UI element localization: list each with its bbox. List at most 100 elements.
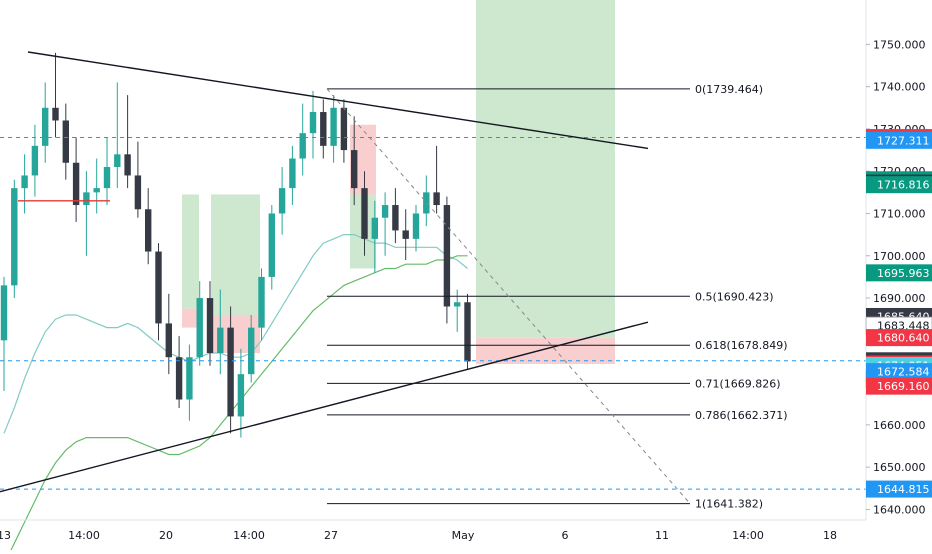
time-tick-label: 14:00: [732, 529, 764, 542]
candles: [0, 52, 471, 438]
candle-body: [309, 112, 317, 134]
candle-body: [134, 175, 142, 210]
candle-body: [103, 166, 111, 189]
price-tick-label: 1660.000: [873, 419, 926, 432]
price-axis: 1640.0001650.0001660.0001670.0001680.000…: [865, 0, 926, 520]
candle-body: [21, 175, 28, 189]
candle-body: [320, 112, 327, 146]
candle-body: [145, 209, 152, 252]
price-tick-label: 1700.000: [873, 250, 926, 263]
price-badge-label: 1672.584: [877, 366, 930, 379]
candle-body: [361, 188, 368, 239]
candle-body: [371, 217, 378, 239]
price-badge-label: 1727.311: [877, 134, 930, 147]
price-badge-label: 1695.963: [877, 267, 930, 280]
fib-trend-line: [326, 88, 691, 504]
candle-body: [196, 298, 203, 358]
candle-body: [72, 162, 80, 206]
long-zone-2: [211, 194, 260, 315]
time-tick-label: 14:00: [68, 529, 100, 542]
time-tick-label: 11: [655, 529, 669, 542]
time-tick-label: 18: [823, 529, 837, 542]
candle-body: [227, 327, 234, 417]
fib-level-label: 0.786(1662.371): [695, 409, 788, 422]
candle-body: [381, 205, 389, 218]
time-tick-label: 13: [0, 529, 11, 542]
moving-averages: [3, 234, 468, 554]
candle-body: [52, 107, 59, 121]
time-tick-label: 14:00: [233, 529, 265, 542]
candle-body: [278, 188, 286, 214]
candle-body: [0, 285, 8, 341]
price-badge: [866, 131, 932, 149]
drawings: 0(1739.464) 0.5(1690.423) 0.618(1678.849) 0…: [0, 51, 866, 511]
candle-body: [423, 192, 430, 214]
candle-body: [206, 298, 214, 354]
price-badge-label: 1669.160: [877, 380, 930, 393]
candle-body: [433, 192, 440, 206]
long-zone-1: [182, 194, 199, 309]
candle-body: [217, 327, 224, 354]
fib-level-label: 1(1641.382): [695, 498, 763, 511]
candle-body: [114, 154, 121, 167]
price-tick-label: 1740.000: [873, 81, 926, 94]
candle-body: [248, 327, 255, 375]
price-badge: [866, 176, 932, 194]
price-tick-label: 1640.000: [873, 503, 926, 516]
candle-body: [186, 357, 193, 400]
candle-body: [299, 133, 306, 159]
price-badge-label: 1644.815: [877, 483, 930, 496]
candle-body: [464, 302, 471, 362]
price-badge: [866, 329, 932, 347]
fib-level-label: 0.618(1678.849): [695, 339, 788, 352]
price-tick-label: 1710.000: [873, 207, 926, 220]
fib-level-label: 0.5(1690.423): [695, 290, 774, 303]
candle-body: [175, 357, 183, 400]
price-tick-label: 1750.000: [873, 38, 926, 51]
candle-body: [237, 374, 245, 417]
candle-body: [392, 205, 399, 231]
time-axis: 13 14:00 20 14:00 27 May 6 11 14:00 18: [0, 519, 866, 542]
candle-body: [93, 188, 100, 193]
upper-trendline: [27, 51, 649, 150]
candle-body: [155, 251, 162, 324]
candle-body: [31, 145, 39, 176]
long-target-zone: [476, 0, 615, 338]
candle-body: [83, 192, 90, 206]
time-tick-label: 6: [562, 529, 569, 542]
price-badge-label: 1716.816: [877, 179, 930, 192]
stop-zone-1: [182, 308, 199, 328]
time-tick-label: May: [452, 529, 475, 542]
candle-body: [351, 150, 358, 189]
candle-body: [268, 213, 275, 277]
candle-body: [402, 230, 409, 239]
price-badges: 1727.9621727.3111717.9761717.2131716.816…: [865, 129, 932, 498]
candle-body: [11, 188, 18, 286]
price-tick-label: 1650.000: [873, 461, 926, 474]
candle-body: [289, 158, 296, 189]
position-zones: [182, 0, 615, 364]
fib-level-label: 0(1739.464): [695, 83, 763, 96]
candle-body: [165, 323, 172, 358]
price-badge-label: 1680.640: [877, 332, 930, 345]
price-badge: [866, 377, 932, 395]
price-tick-label: 1690.000: [873, 292, 926, 305]
fib-level-label: 0.71(1669.826): [695, 377, 781, 390]
candle-body: [454, 302, 461, 307]
candle-body: [258, 276, 265, 328]
price-badge: [866, 264, 932, 282]
candle-body: [340, 107, 348, 151]
time-tick-label: 20: [159, 529, 173, 542]
candle-body: [62, 120, 69, 163]
candle-body: [330, 107, 337, 146]
slow-ma-line: [8, 255, 468, 554]
time-tick-label: 27: [324, 529, 338, 542]
price-badge: [866, 480, 932, 498]
candle-body: [443, 205, 451, 307]
lower-trendline: [0, 321, 649, 493]
fast-ma-line: [3, 234, 468, 434]
price-badge: [866, 363, 932, 381]
candle-body: [42, 107, 49, 146]
